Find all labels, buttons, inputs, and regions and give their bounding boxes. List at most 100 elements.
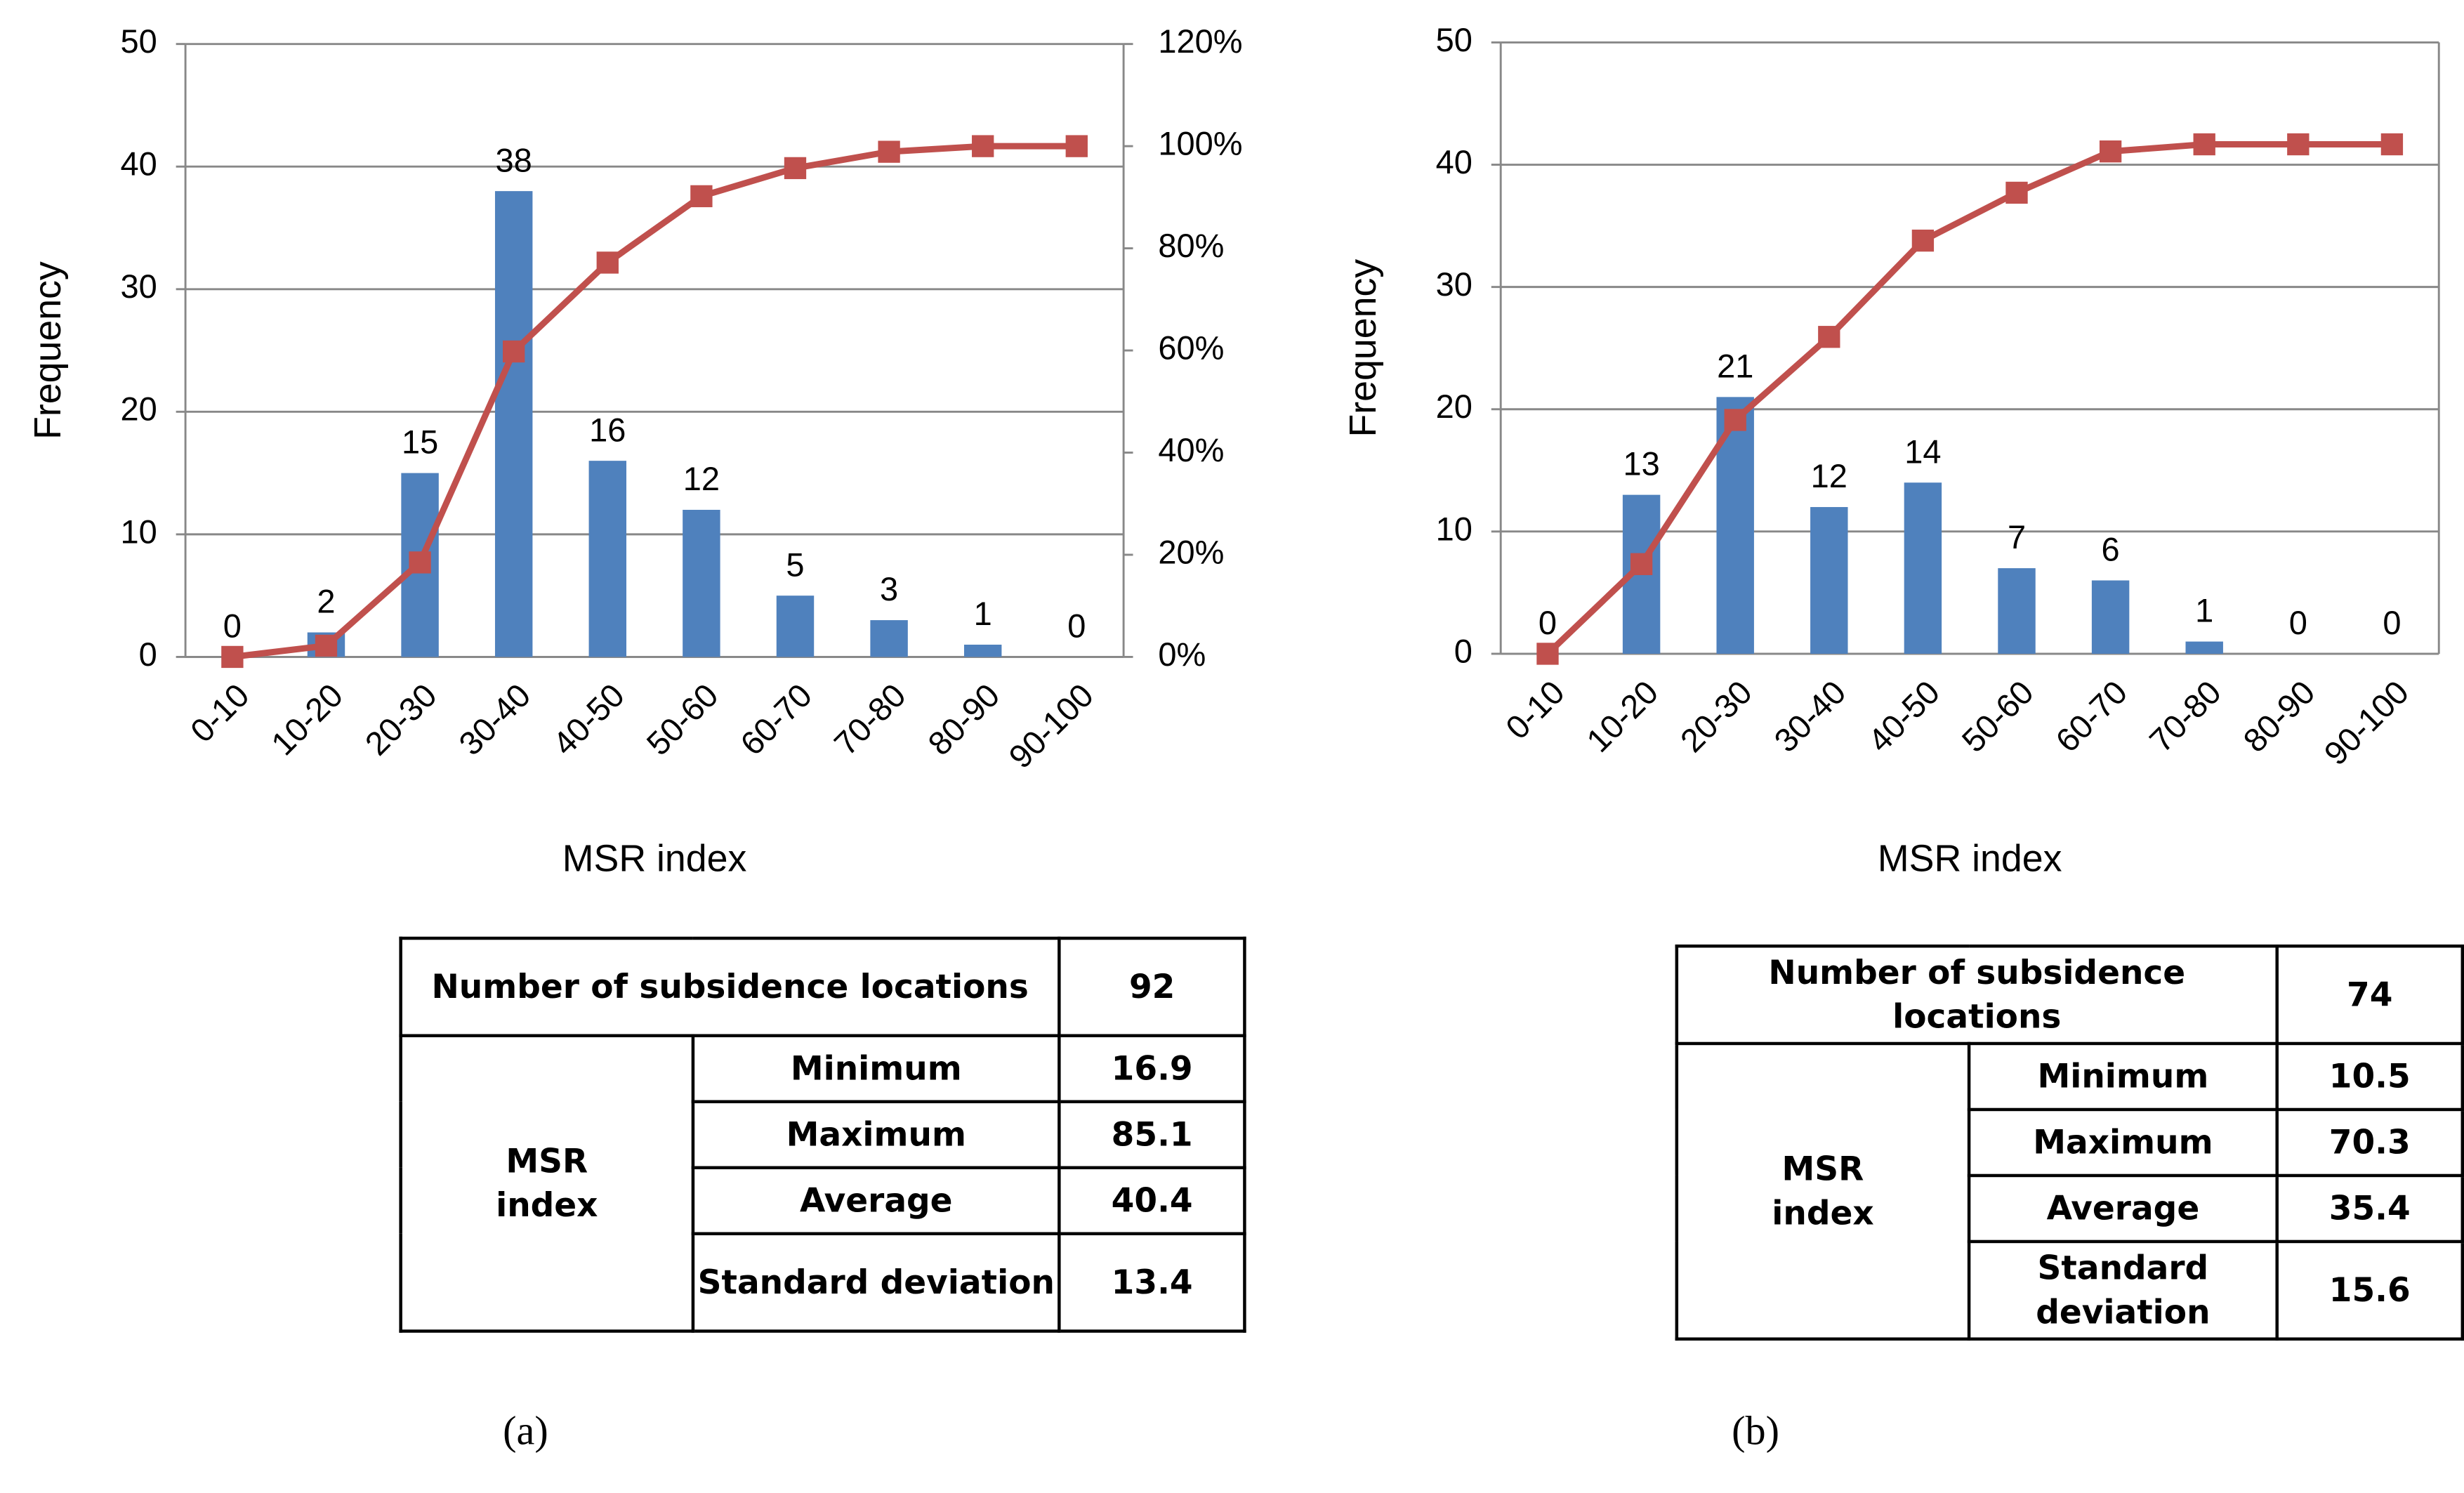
table-cell: 70.3	[2275, 1107, 2464, 1178]
y-tick-label: 10	[1436, 510, 1473, 547]
table-label: Minimum	[691, 1034, 1061, 1104]
bar	[1810, 507, 1848, 654]
data-label: 0	[1067, 607, 1086, 645]
table-row: Number of subsidence locations 74	[1675, 944, 2464, 1046]
table-label: Average	[1967, 1173, 2279, 1244]
line-marker	[784, 157, 807, 180]
data-label: 3	[880, 570, 898, 607]
bar	[2091, 580, 2130, 654]
table-label: Average	[691, 1166, 1061, 1235]
y-tick-label: 0	[139, 636, 157, 673]
x-tick-label: 70-80	[2142, 673, 2228, 759]
y-tick-label: 50	[1436, 21, 1473, 58]
y-axis-title: Frequency	[1342, 259, 1384, 438]
table-group: MSR index	[1675, 1041, 1971, 1341]
data-label: 16	[589, 411, 626, 448]
data-label: 7	[2008, 518, 2026, 555]
bar	[963, 644, 1002, 657]
table-row: Number of subsidence locations 92	[399, 936, 1246, 1038]
data-label: 0	[2383, 604, 2401, 641]
data-label: 21	[1717, 347, 1753, 384]
stats-table: Number of subsidence locations 74 MSR inde…	[1675, 944, 2464, 1341]
y-tick-label: 0	[1454, 632, 1473, 669]
line-marker	[972, 135, 994, 157]
x-tick-label: 30-40	[452, 676, 537, 762]
line-marker	[409, 551, 431, 574]
line-marker	[2005, 181, 2028, 204]
y2-tick-label: 60%	[1158, 329, 1224, 366]
table-row: Maximum 85.1	[401, 1100, 1246, 1169]
y2-tick-label: 120%	[1158, 22, 1242, 60]
table-cell: 74	[2275, 944, 2464, 1046]
y-axis-title: Frequency	[27, 261, 69, 440]
bar	[870, 620, 908, 657]
y-tick-label: 50	[121, 22, 157, 60]
x-tick-label: 40-50	[1861, 673, 1946, 759]
bar	[494, 191, 533, 657]
table-cell: 16.9	[1058, 1034, 1246, 1104]
x-tick-label: 70-80	[826, 676, 912, 762]
line-marker	[1724, 409, 1746, 431]
y-tick-label: 20	[1436, 388, 1473, 425]
data-label: 12	[683, 460, 720, 497]
data-label: 5	[786, 546, 804, 583]
table-cell: 15.6	[2275, 1239, 2464, 1341]
line-marker	[1065, 135, 1088, 157]
table-row: Standard deviation 13.4	[401, 1232, 1246, 1333]
line-marker	[315, 634, 338, 657]
y-tick-label: 30	[1436, 265, 1473, 303]
line-marker	[2380, 133, 2404, 156]
y-tick-label: 20	[121, 390, 157, 428]
x-tick-label: 60-70	[2048, 673, 2134, 759]
line-marker	[1911, 229, 1935, 252]
y2-tick-label: 80%	[1158, 227, 1224, 264]
table-cell: 92	[1058, 936, 1246, 1038]
line-marker	[2193, 133, 2215, 156]
data-label: 14	[1904, 433, 1941, 470]
x-tick-label: 90-100	[1001, 676, 1100, 775]
line-marker	[1818, 326, 1840, 348]
x-tick-label: 10-20	[264, 676, 350, 762]
line-marker	[1536, 643, 1559, 665]
data-label: 1	[974, 595, 992, 632]
table-row: Maximum 70.3	[1677, 1107, 2464, 1178]
x-tick-label: 20-30	[1673, 673, 1758, 759]
line-marker	[221, 645, 244, 669]
x-tick-label: 40-50	[546, 676, 631, 762]
table-header: Number of subsidence locations	[399, 936, 1061, 1038]
x-tick-label: 0-10	[1498, 673, 1572, 746]
data-label: 12	[1811, 457, 1847, 494]
y2-tick-label: 40%	[1158, 431, 1224, 468]
bar	[1904, 482, 1942, 654]
line-marker	[878, 140, 900, 163]
bar	[1998, 568, 2036, 654]
data-label: 15	[402, 423, 438, 461]
caption: (a)	[503, 1408, 548, 1454]
data-label: 0	[1539, 604, 1557, 641]
x-axis-title: MSR index	[1878, 838, 2062, 880]
line-marker	[2287, 133, 2310, 156]
table-cell: 10.5	[2275, 1041, 2464, 1112]
table-label: Maximum	[1967, 1107, 2279, 1178]
data-label: 0	[223, 607, 242, 645]
x-tick-label: 80-90	[2236, 673, 2321, 759]
table-row: MSR index Minimum 10.5	[1675, 1041, 2464, 1341]
table-row: Standard deviation 15.6	[1677, 1239, 2464, 1341]
cumulative-line	[1545, 141, 2392, 657]
y2-tick-label: 100%	[1158, 125, 1242, 162]
line-marker	[596, 251, 619, 274]
bar	[588, 461, 627, 657]
table-cell: 85.1	[1058, 1100, 1246, 1169]
table-header: Number of subsidence locations	[1675, 944, 2279, 1046]
table-row: MSR index Minimum 16.9	[399, 1034, 1246, 1333]
line-marker	[1630, 553, 1653, 575]
line-marker	[503, 340, 525, 363]
x-tick-label: 80-90	[921, 676, 1006, 762]
table-cell: 40.4	[1058, 1166, 1246, 1235]
x-tick-label: 50-60	[1954, 673, 2040, 759]
y2-tick-label: 20%	[1158, 533, 1224, 570]
line-marker	[2099, 140, 2122, 163]
table-row: Average 35.4	[1677, 1173, 2464, 1244]
table-cell: 13.4	[1058, 1232, 1246, 1333]
